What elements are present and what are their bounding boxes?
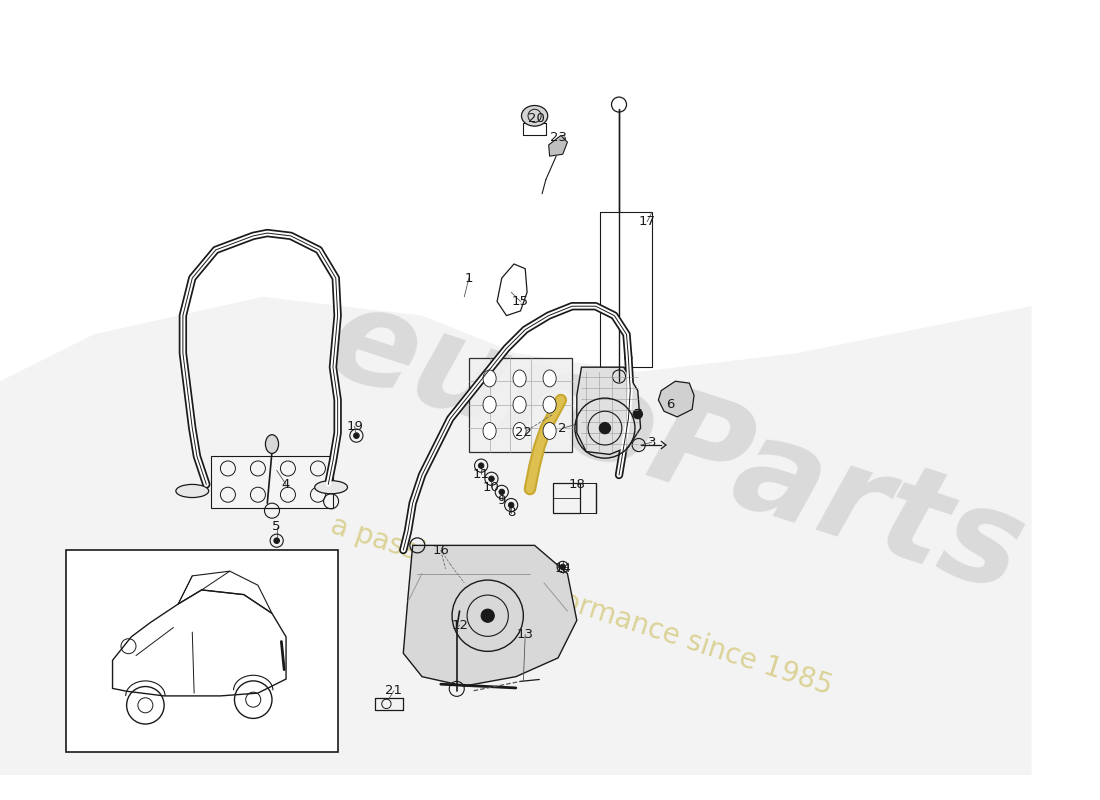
- Ellipse shape: [513, 422, 526, 439]
- Text: 16: 16: [432, 543, 449, 557]
- Bar: [601, 213, 652, 367]
- Polygon shape: [0, 297, 1032, 775]
- Circle shape: [634, 410, 642, 418]
- Circle shape: [481, 609, 494, 622]
- Text: 14: 14: [554, 562, 571, 575]
- Circle shape: [600, 422, 610, 434]
- Circle shape: [274, 538, 279, 543]
- Text: 10: 10: [483, 481, 499, 494]
- Text: 1: 1: [464, 271, 473, 285]
- Circle shape: [560, 564, 565, 570]
- Text: 8: 8: [507, 506, 515, 519]
- Text: 20: 20: [528, 112, 544, 125]
- Text: 21: 21: [385, 684, 403, 698]
- Ellipse shape: [543, 370, 557, 387]
- Ellipse shape: [513, 370, 526, 387]
- Text: 17: 17: [639, 215, 656, 228]
- Ellipse shape: [513, 396, 526, 413]
- Circle shape: [353, 433, 360, 438]
- Text: 11: 11: [473, 467, 490, 481]
- Ellipse shape: [521, 106, 548, 126]
- Text: 3: 3: [648, 436, 656, 449]
- Text: 23: 23: [550, 131, 566, 144]
- Polygon shape: [659, 382, 694, 417]
- Text: 22: 22: [515, 426, 531, 439]
- Text: 2: 2: [559, 422, 566, 434]
- Ellipse shape: [176, 485, 209, 498]
- Text: a passion for performance since 1985: a passion for performance since 1985: [327, 512, 836, 701]
- Circle shape: [499, 489, 505, 494]
- Text: 19: 19: [346, 420, 363, 433]
- Circle shape: [508, 502, 514, 508]
- Ellipse shape: [543, 422, 557, 439]
- Polygon shape: [549, 135, 568, 156]
- Ellipse shape: [543, 396, 557, 413]
- Ellipse shape: [483, 422, 496, 439]
- Bar: [66, 550, 338, 752]
- Ellipse shape: [483, 370, 496, 387]
- Text: 15: 15: [512, 295, 529, 308]
- Bar: [469, 358, 572, 451]
- Ellipse shape: [265, 434, 278, 454]
- Circle shape: [488, 476, 494, 482]
- Text: 4: 4: [282, 478, 290, 491]
- Polygon shape: [576, 367, 640, 454]
- Text: 13: 13: [517, 628, 534, 641]
- Bar: [211, 456, 333, 508]
- Text: 6: 6: [667, 398, 674, 411]
- Text: 9: 9: [497, 494, 506, 507]
- Text: euroParts: euroParts: [311, 274, 1040, 619]
- Polygon shape: [404, 546, 576, 686]
- Text: 12: 12: [451, 618, 469, 631]
- Text: 5: 5: [273, 520, 280, 533]
- Text: 7: 7: [634, 407, 642, 421]
- Text: 18: 18: [569, 478, 585, 491]
- Ellipse shape: [315, 481, 348, 494]
- Circle shape: [478, 463, 484, 469]
- Ellipse shape: [483, 396, 496, 413]
